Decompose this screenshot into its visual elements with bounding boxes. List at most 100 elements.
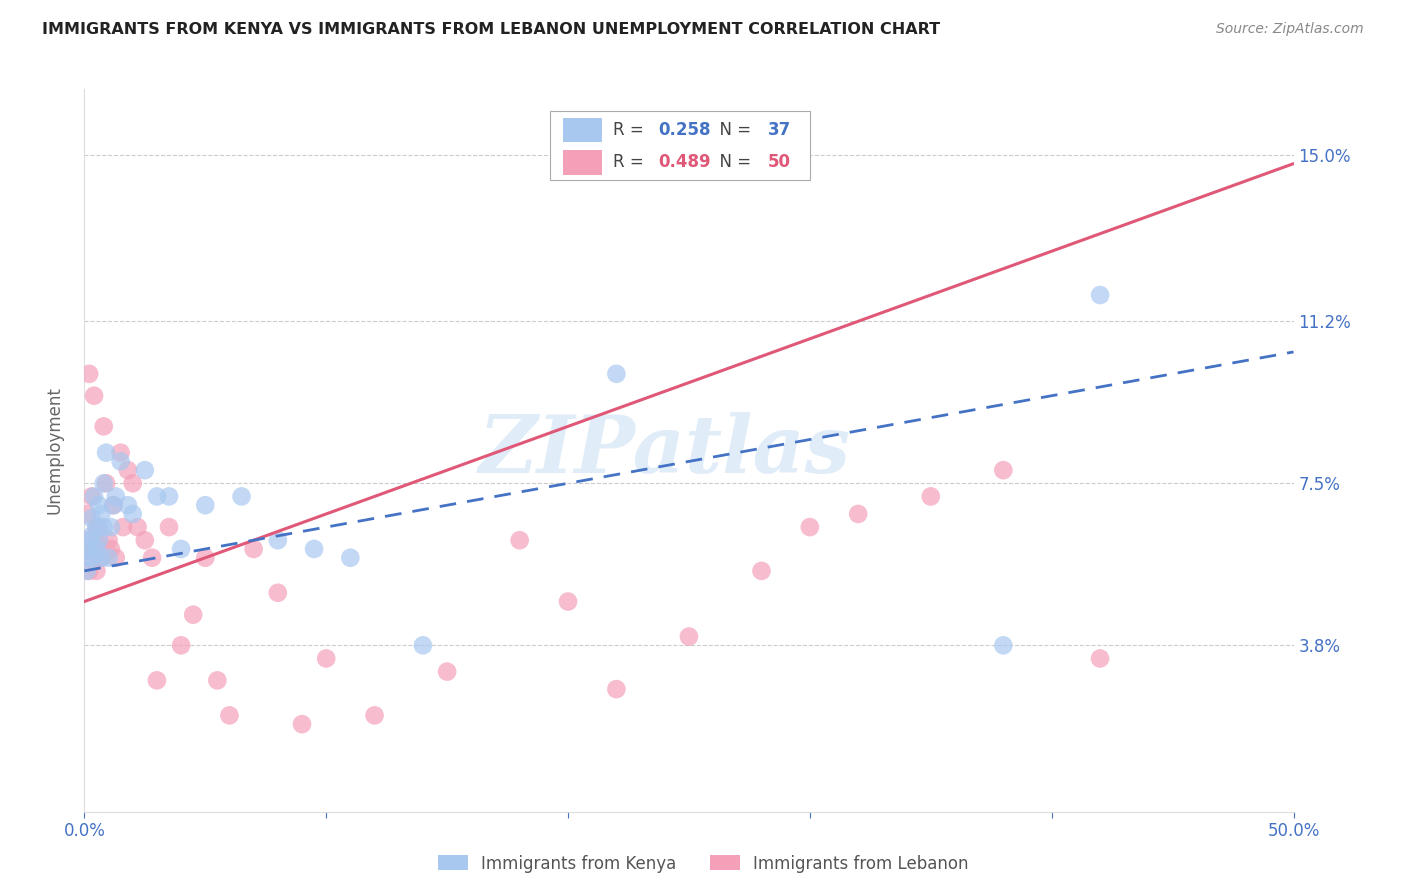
Point — [194, 498, 217, 512]
Point — [86, 564, 108, 578]
Point — [141, 550, 163, 565]
Point — [80, 550, 103, 565]
Point — [87, 533, 110, 548]
Point — [103, 498, 125, 512]
Point — [80, 529, 103, 543]
Point — [605, 367, 627, 381]
Point — [112, 520, 135, 534]
Point — [1088, 288, 1111, 302]
Point — [127, 520, 149, 534]
Text: 37: 37 — [768, 121, 790, 139]
Point — [339, 550, 361, 565]
Point — [207, 673, 229, 688]
Text: IMMIGRANTS FROM KENYA VS IMMIGRANTS FROM LEBANON UNEMPLOYMENT CORRELATION CHART: IMMIGRANTS FROM KENYA VS IMMIGRANTS FROM… — [42, 22, 941, 37]
Point — [76, 541, 98, 556]
Point — [557, 594, 579, 608]
Point — [83, 541, 105, 556]
Point — [218, 708, 240, 723]
Point — [170, 541, 193, 556]
Point — [117, 498, 139, 512]
Point — [90, 507, 112, 521]
Point — [76, 533, 98, 548]
Point — [194, 550, 217, 565]
Point — [751, 564, 773, 578]
Point — [799, 520, 821, 534]
Point — [678, 630, 700, 644]
Point — [104, 490, 127, 504]
Point — [267, 586, 290, 600]
Point — [83, 550, 105, 565]
Point — [93, 476, 115, 491]
Point — [412, 638, 434, 652]
Point — [97, 533, 120, 548]
Point — [121, 507, 143, 521]
Point — [363, 708, 385, 723]
Point — [1088, 651, 1111, 665]
Point — [993, 463, 1015, 477]
Text: ZIPatlas: ZIPatlas — [478, 412, 851, 489]
Point — [181, 607, 204, 622]
Point — [83, 490, 105, 504]
Point — [146, 490, 169, 504]
Point — [87, 533, 110, 548]
Point — [110, 445, 132, 459]
Text: Source: ZipAtlas.com: Source: ZipAtlas.com — [1216, 22, 1364, 37]
FancyBboxPatch shape — [564, 118, 602, 143]
Point — [93, 419, 115, 434]
Point — [100, 541, 122, 556]
Legend: Immigrants from Kenya, Immigrants from Lebanon: Immigrants from Kenya, Immigrants from L… — [432, 848, 974, 880]
Point — [90, 550, 112, 565]
Point — [121, 476, 143, 491]
Y-axis label: Unemployment: Unemployment — [45, 386, 63, 515]
Point — [77, 367, 100, 381]
Point — [509, 533, 531, 548]
Point — [605, 682, 627, 697]
Point — [90, 550, 112, 565]
Point — [157, 520, 180, 534]
Point — [86, 541, 108, 556]
Point — [134, 533, 156, 548]
Point — [242, 541, 264, 556]
Point — [436, 665, 458, 679]
Point — [94, 476, 117, 491]
Point — [291, 717, 314, 731]
Point — [77, 564, 100, 578]
Point — [86, 520, 108, 534]
Point — [117, 463, 139, 477]
Text: N =: N = — [710, 153, 756, 171]
Point — [97, 550, 120, 565]
Point — [83, 389, 105, 403]
Point — [920, 490, 942, 504]
Point — [315, 651, 337, 665]
Point — [80, 490, 103, 504]
Point — [302, 541, 325, 556]
Point — [87, 520, 110, 534]
Point — [77, 533, 100, 548]
Point — [77, 550, 100, 565]
Point — [231, 490, 253, 504]
Point — [134, 463, 156, 477]
Text: N =: N = — [710, 121, 756, 139]
Point — [86, 520, 108, 534]
Text: 50: 50 — [768, 153, 790, 171]
Point — [104, 550, 127, 565]
Point — [846, 507, 869, 521]
Text: 0.258: 0.258 — [659, 121, 711, 139]
Point — [94, 445, 117, 459]
Point — [993, 638, 1015, 652]
Point — [76, 564, 98, 578]
Point — [103, 498, 125, 512]
Point — [146, 673, 169, 688]
Point — [93, 520, 115, 534]
Point — [80, 511, 103, 525]
Point — [157, 490, 180, 504]
Point — [100, 520, 122, 534]
Text: R =: R = — [613, 121, 648, 139]
Point — [76, 507, 98, 521]
Point — [110, 454, 132, 468]
Point — [170, 638, 193, 652]
Point — [87, 498, 110, 512]
Point — [267, 533, 290, 548]
FancyBboxPatch shape — [564, 150, 602, 175]
Text: R =: R = — [613, 153, 648, 171]
